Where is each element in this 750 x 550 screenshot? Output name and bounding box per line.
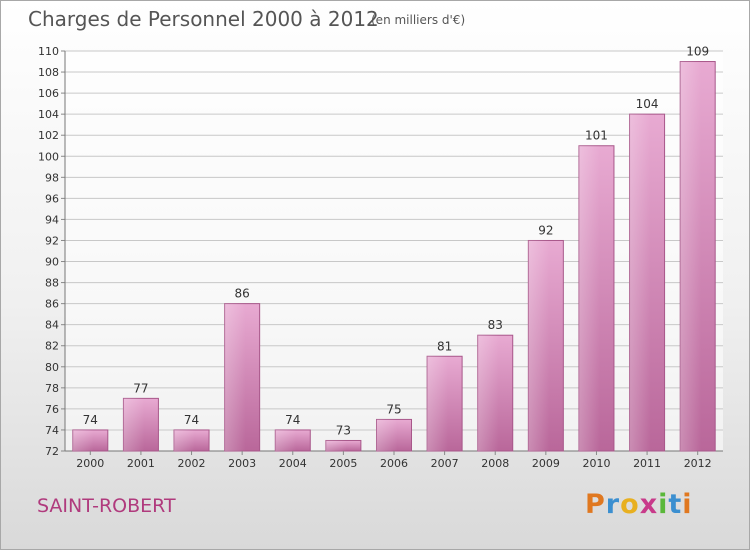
- logo-letter: x: [639, 489, 659, 520]
- bar-chart: 72 74 76 78 80 82 84 86 88 90 92 94 96 98 100 102 104 106…: [38, 45, 723, 470]
- bar-highlight: [72, 429, 108, 451]
- y-tick-label: 88: [45, 277, 59, 290]
- y-tick-label: 108: [38, 66, 59, 79]
- x-tick-label: 2008: [481, 457, 509, 470]
- bar-highlight: [325, 440, 361, 451]
- y-tick-label: 110: [38, 45, 59, 58]
- y-tick-label: 74: [45, 424, 59, 437]
- x-tick-label: 2012: [684, 457, 712, 470]
- x-tick-label: 2011: [633, 457, 661, 470]
- y-tick-label: 92: [45, 234, 59, 247]
- y-tick-label: 84: [45, 319, 59, 332]
- x-tick-label: 2002: [178, 457, 206, 470]
- data-label: 74: [285, 413, 300, 427]
- chart-title: Charges de Personnel 2000 à 2012: [28, 7, 379, 31]
- data-label: 77: [133, 381, 148, 395]
- y-tick-label: 98: [45, 171, 59, 184]
- logo-letter: t: [668, 489, 683, 520]
- data-label: 81: [437, 339, 452, 353]
- bar-highlight: [224, 303, 260, 451]
- bar-highlight: [174, 429, 210, 451]
- data-label: 73: [336, 423, 351, 437]
- bar-highlight: [376, 419, 412, 451]
- bar-highlight: [275, 429, 311, 451]
- y-tick-label: 72: [45, 445, 59, 458]
- bar-highlight: [578, 145, 614, 451]
- x-tick-label: 2000: [76, 457, 104, 470]
- bar-highlight: [680, 61, 716, 452]
- x-tick-label: 2001: [127, 457, 155, 470]
- y-tick-label: 102: [38, 129, 59, 142]
- x-tick-label: 2010: [582, 457, 610, 470]
- data-label: 109: [686, 45, 709, 59]
- bar-highlight: [123, 398, 159, 451]
- y-tick-label: 80: [45, 361, 59, 374]
- data-label: 101: [585, 129, 608, 143]
- bar-highlight: [427, 356, 463, 451]
- y-tick-label: 106: [38, 87, 59, 100]
- logo-letter: i: [658, 489, 669, 520]
- x-tick-label: 2009: [532, 457, 560, 470]
- proxiti-logo: Proxiti: [585, 489, 693, 520]
- x-tick-label: 2004: [279, 457, 307, 470]
- data-label: 74: [184, 413, 199, 427]
- commune-name: SAINT-ROBERT: [37, 495, 176, 517]
- y-tick-label: 96: [45, 192, 59, 205]
- x-tick-label: 2005: [329, 457, 357, 470]
- bar-highlight: [477, 335, 513, 451]
- logo-letter: r: [605, 489, 621, 520]
- bar-highlight: [629, 114, 665, 451]
- y-tick-label: 78: [45, 382, 59, 395]
- x-tick-label: 2007: [431, 457, 459, 470]
- data-label: 104: [636, 97, 659, 111]
- y-tick-label: 104: [38, 108, 59, 121]
- chart-subtitle: (en milliers d'€): [371, 13, 466, 27]
- x-tick-label: 2006: [380, 457, 408, 470]
- y-tick-label: 86: [45, 298, 59, 311]
- y-tick-label: 100: [38, 150, 59, 163]
- y-tick-label: 82: [45, 340, 59, 353]
- logo-letter: o: [620, 489, 640, 520]
- y-tick-label: 94: [45, 213, 59, 226]
- plot-area: [65, 51, 723, 451]
- data-label: 92: [538, 223, 553, 237]
- logo-letter: i: [682, 489, 693, 520]
- y-tick-label: 76: [45, 403, 59, 416]
- data-label: 86: [235, 287, 250, 301]
- data-label: 83: [488, 318, 503, 332]
- bar-highlight: [528, 240, 564, 451]
- y-tick-label: 90: [45, 256, 59, 269]
- data-label: 74: [83, 413, 98, 427]
- data-label: 75: [386, 402, 401, 416]
- x-tick-label: 2003: [228, 457, 256, 470]
- logo-letter: P: [585, 489, 606, 520]
